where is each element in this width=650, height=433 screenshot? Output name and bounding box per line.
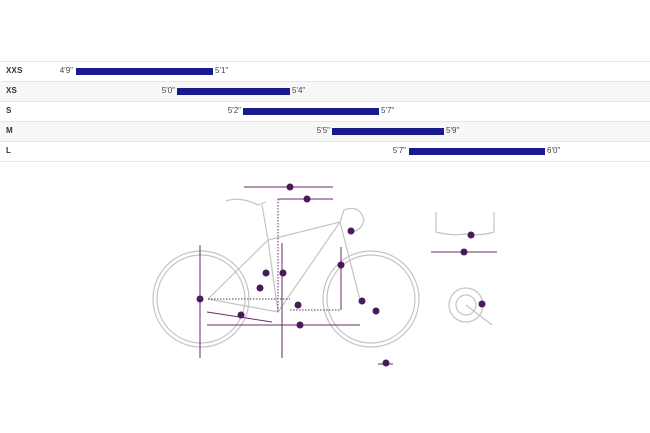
size-chart: XXS 4'9" 5'1" XS 5'0" 5'4" S 5'2" 5'7" M…	[0, 61, 650, 162]
dimension-markers	[196, 183, 486, 367]
size-row-xxs: XXS 4'9" 5'1"	[0, 61, 650, 81]
max-height: 5'1"	[215, 66, 229, 75]
min-height: 5'5"	[316, 126, 330, 135]
height-range-bar	[243, 108, 379, 115]
size-row-s: S 5'2" 5'7"	[0, 101, 650, 121]
max-height: 6'0"	[547, 146, 561, 155]
min-height: 5'7"	[392, 146, 406, 155]
size-row-l: L 5'7" 6'0"	[0, 141, 650, 162]
size-label: L	[6, 146, 12, 155]
bike-outline	[152, 198, 495, 348]
height-range-bar	[177, 88, 290, 95]
min-height: 4'9"	[59, 66, 73, 75]
min-height: 5'0"	[161, 86, 175, 95]
size-row-m: M 5'5" 5'9"	[0, 121, 650, 141]
max-height: 5'4"	[292, 86, 306, 95]
height-range-bar	[76, 68, 213, 75]
max-height: 5'7"	[381, 106, 395, 115]
size-label: M	[6, 126, 13, 135]
size-label: XS	[6, 86, 18, 95]
height-range-bar	[332, 128, 444, 135]
size-label: S	[6, 106, 12, 115]
size-row-xs: XS 5'0" 5'4"	[0, 81, 650, 101]
size-label: XXS	[6, 66, 23, 75]
bike-geometry-diagram	[152, 183, 497, 367]
min-height: 5'2"	[227, 106, 241, 115]
max-height: 5'9"	[446, 126, 460, 135]
height-range-bar	[409, 148, 545, 155]
